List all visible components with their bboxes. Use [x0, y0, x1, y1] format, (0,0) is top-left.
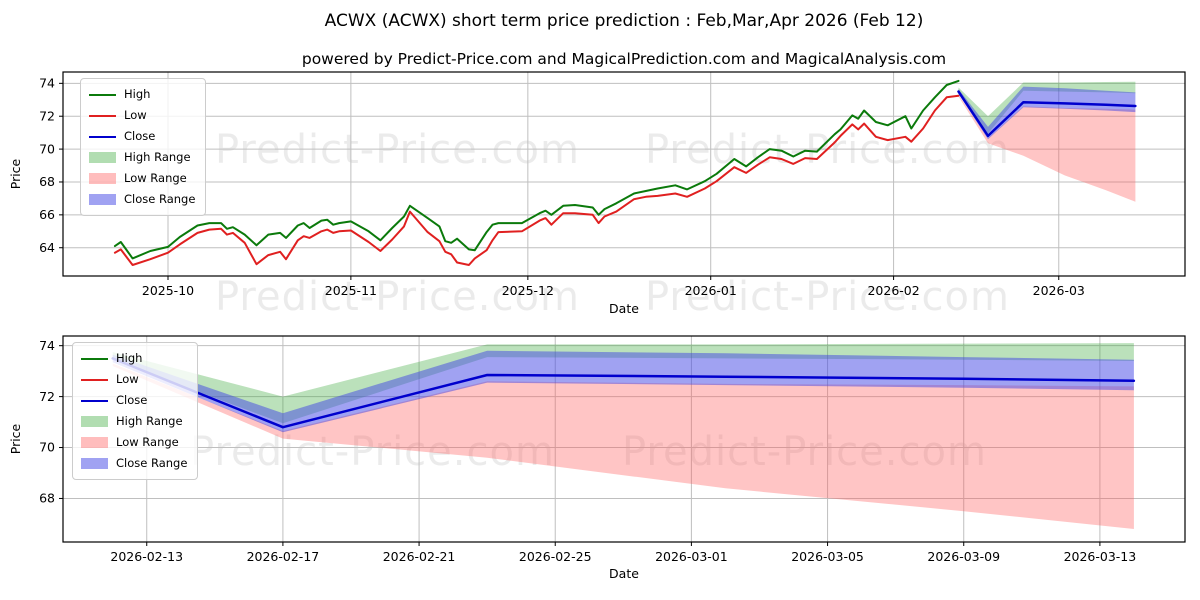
- high-swatch: [89, 93, 116, 96]
- legend-label: High: [116, 351, 143, 365]
- x-tick-label: 2026-03-01: [655, 549, 728, 564]
- watermark-text: Predict-Price.com: [190, 429, 555, 475]
- legend-item-high-range: High Range: [89, 148, 195, 167]
- x-tick-label: 2026-03: [1033, 283, 1085, 298]
- x-tick-label: 2026-02-21: [383, 549, 456, 564]
- legend-item-close-range: Close Range: [89, 190, 195, 209]
- close-swatch: [81, 399, 108, 402]
- close-range-band: [958, 86, 1136, 140]
- y-tick-label: 66: [39, 207, 55, 222]
- legend-label: Close: [124, 129, 156, 143]
- x-tick-label: 2026-03-05: [791, 549, 864, 564]
- low-range-band: [112, 363, 1134, 529]
- legend-item-high-range: High Range: [81, 412, 187, 431]
- y-tick-label: 70: [39, 440, 55, 455]
- watermark-text: Predict-Price.com: [645, 274, 1010, 320]
- figure-subtitle: powered by Predict-Price.com and Magical…: [301, 50, 947, 68]
- close-range-swatch: [81, 458, 108, 469]
- x-axis-label: Date: [609, 301, 639, 316]
- y-tick-label: 68: [39, 491, 55, 506]
- close-line: [111, 357, 1136, 429]
- close-swatch: [89, 135, 116, 138]
- legend-item-close-range: Close Range: [81, 454, 187, 473]
- legend-label: Low: [124, 108, 147, 122]
- y-tick-label: 68: [39, 174, 55, 189]
- legend-label: Low Range: [124, 171, 187, 185]
- legend-top-chart: High Low Close High Range Low Range Close Ran…: [80, 78, 207, 216]
- legend-label: Low: [116, 372, 139, 386]
- axes-frame: [62, 335, 1186, 543]
- high-range-swatch: [81, 416, 108, 427]
- high-range-swatch: [89, 152, 116, 163]
- x-tick-label: 2025-11: [325, 283, 377, 298]
- legend-item-high: High: [89, 85, 195, 104]
- y-tick-label: 74: [39, 76, 55, 91]
- y-axis-label: Price: [8, 423, 23, 454]
- low-range-band: [958, 94, 1136, 202]
- x-tick-label: 2026-01: [685, 283, 737, 298]
- watermark-text: Predict-Price.com: [215, 127, 580, 173]
- close-range-swatch: [89, 194, 116, 205]
- figure-title: ACWX (ACWX) short term price prediction …: [324, 11, 924, 31]
- low-swatch: [89, 114, 116, 117]
- low-swatch: [81, 378, 108, 381]
- axes-frame: [62, 71, 1186, 277]
- x-tick-label: 2026-03-09: [927, 549, 1000, 564]
- legend-bottom-chart: High Low Close High Range Low Range Close Ran…: [72, 342, 199, 480]
- legend-item-low-range: Low Range: [81, 433, 187, 452]
- legend-item-low-range: Low Range: [89, 169, 195, 188]
- y-tick-label: 72: [39, 389, 55, 404]
- x-axis-label: Date: [609, 566, 639, 581]
- high-swatch: [81, 357, 108, 360]
- watermark-text: Predict-Price.com: [622, 429, 987, 475]
- x-tick-label: 2026-02: [867, 283, 919, 298]
- x-tick-label: 2026-02-25: [519, 549, 592, 564]
- x-tick-label: 2026-02-17: [247, 549, 320, 564]
- low-range-swatch: [81, 437, 108, 448]
- y-tick-label: 74: [39, 338, 55, 353]
- legend-label: Low Range: [116, 435, 179, 449]
- legend-label: Close Range: [124, 192, 196, 206]
- x-tick-label: 2026-02-13: [110, 549, 183, 564]
- legend-label: High: [124, 87, 151, 101]
- low-line: [113, 94, 960, 266]
- x-tick-label: 2026-03-13: [1064, 549, 1137, 564]
- legend-item-close: Close: [81, 391, 187, 410]
- legend-label: High Range: [116, 414, 183, 428]
- y-tick-label: 70: [39, 141, 55, 156]
- y-tick-label: 72: [39, 108, 55, 123]
- legend-item-low: Low: [89, 106, 195, 125]
- legend-item-close: Close: [89, 127, 195, 146]
- legend-label: Close Range: [116, 456, 188, 470]
- legend-item-low: Low: [81, 370, 187, 389]
- high-range-band: [958, 81, 1136, 134]
- legend-item-high: High: [81, 349, 187, 368]
- legend-label: Close: [116, 393, 148, 407]
- x-tick-label: 2025-12: [502, 283, 554, 298]
- low-range-swatch: [89, 173, 116, 184]
- close-line: [957, 90, 1137, 138]
- watermark-text: Predict-Price.com: [215, 274, 580, 320]
- y-tick-label: 64: [39, 240, 55, 255]
- x-tick-label: 2025-10: [142, 283, 194, 298]
- legend-label: High Range: [124, 150, 191, 164]
- y-axis-label: Price: [8, 158, 23, 189]
- high-range-band: [112, 343, 1134, 424]
- close-range-band: [112, 350, 1134, 433]
- high-line: [113, 79, 960, 260]
